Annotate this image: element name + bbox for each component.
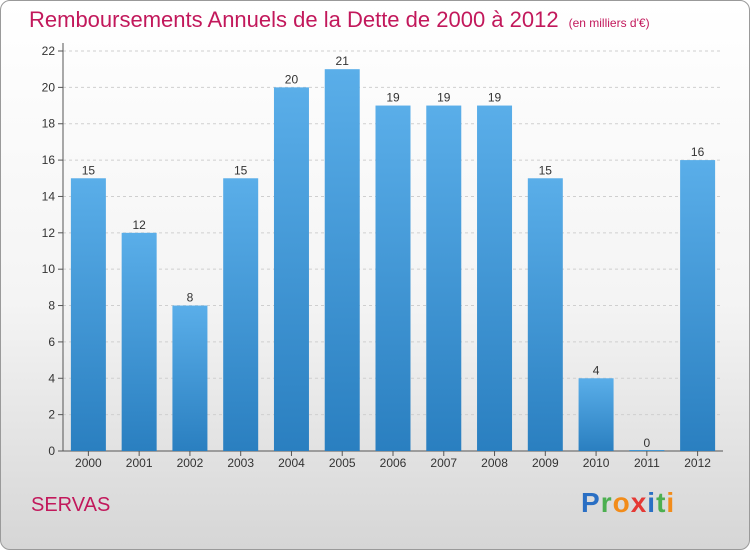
labels: 15 12 8 15 20 21 19 19 19 15 4 0 16: [82, 54, 705, 450]
y-tick-label: 2: [48, 408, 55, 422]
x-tick-label: 2010: [583, 456, 610, 470]
y-tick-label: 4: [48, 371, 55, 385]
logo-letter: t: [656, 487, 667, 518]
x-tick-label: 2000: [75, 456, 102, 470]
proxiti-logo: Proxiti: [581, 487, 675, 519]
x-tick-label: 2005: [329, 456, 356, 470]
bar: [375, 105, 411, 451]
title-unit: (en milliers d'€): [568, 16, 650, 30]
x-tick-label: 2007: [430, 456, 457, 470]
y-tick-label: 6: [48, 335, 55, 349]
data-label: 15: [539, 163, 553, 177]
bar: [172, 305, 208, 451]
x-tick-label: 2009: [532, 456, 559, 470]
data-label: 19: [386, 91, 400, 105]
bars: [70, 69, 716, 452]
data-label: 21: [336, 54, 350, 68]
x-tick-label: 2002: [177, 456, 204, 470]
y-tick-label: 18: [42, 117, 56, 131]
logo-letter: i: [647, 487, 657, 518]
bar: [273, 87, 309, 451]
bar: [680, 160, 716, 451]
data-label: 20: [285, 72, 299, 86]
y-tick-label: 22: [42, 44, 56, 58]
data-label: 4: [593, 363, 600, 377]
x-tick-label: 2012: [684, 456, 711, 470]
x-tick-label: 2001: [126, 456, 153, 470]
y-tick-label: 16: [42, 153, 56, 167]
logo-letter: r: [600, 487, 613, 518]
data-label: 15: [82, 163, 96, 177]
logo-letter: o: [612, 487, 631, 518]
title-text: Remboursements Annuels de la Dette de 20…: [29, 7, 559, 32]
bar: [324, 69, 360, 451]
bar: [527, 178, 563, 452]
y-tick-label: 14: [42, 189, 56, 203]
data-label: 12: [132, 218, 146, 232]
chart-title: Remboursements Annuels de la Dette de 20…: [29, 7, 650, 33]
bar: [578, 378, 614, 451]
y-tick-label: 20: [42, 80, 56, 94]
bar: [426, 105, 462, 451]
data-label: 16: [691, 145, 705, 159]
data-label: 0: [644, 436, 651, 450]
x-tick-label: 2006: [380, 456, 407, 470]
bar: [223, 178, 259, 452]
y-tick-label: 8: [48, 299, 55, 313]
x-tick-label: 2004: [278, 456, 305, 470]
x-tick-label: 2011: [634, 456, 660, 470]
y-tick-label: 12: [42, 226, 56, 240]
y-tick-label: 10: [42, 262, 56, 276]
logo-letter: x: [630, 487, 648, 518]
x-tick-label: 2003: [227, 456, 254, 470]
data-label: 8: [187, 291, 194, 305]
bar: [121, 232, 157, 451]
x-tick-label: 2008: [481, 456, 508, 470]
bar: [477, 105, 513, 451]
y-tick-label: 0: [48, 444, 55, 458]
logo-letter: P: [581, 487, 601, 518]
data-label: 19: [488, 91, 502, 105]
bar: [70, 178, 106, 452]
data-label: 15: [234, 163, 248, 177]
commune-name: SERVAS: [31, 494, 111, 516]
bar: [629, 450, 665, 451]
data-label: 19: [437, 91, 451, 105]
logo-letter: i: [666, 487, 676, 518]
